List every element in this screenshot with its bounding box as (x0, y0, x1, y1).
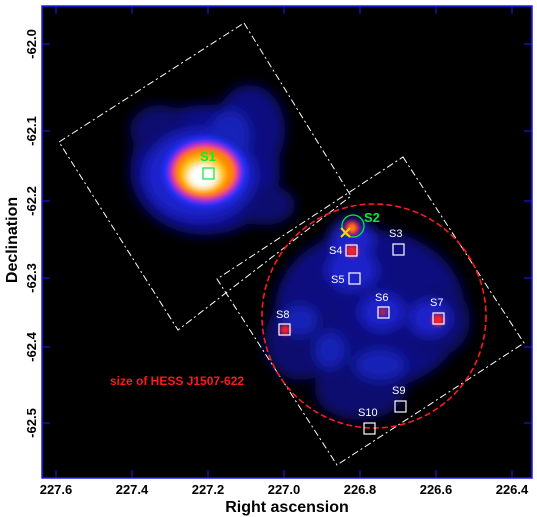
x-tick-label: 227.4 (116, 482, 149, 497)
source-label: S4 (329, 245, 342, 257)
source-s4: S4 (329, 244, 358, 257)
source-marker (394, 400, 407, 413)
source-marker (432, 312, 445, 325)
x-tick-label: 227.0 (268, 482, 301, 497)
source-label: S6 (375, 292, 388, 304)
hess-extent-circle (261, 203, 487, 429)
cross-marker (340, 227, 351, 238)
x-tick-label: 226.6 (420, 482, 453, 497)
x-axis: 227.6 227.4 227.2 227.0 226.8 226.6 226.… (40, 6, 529, 516)
source-s7: S7 (430, 297, 445, 325)
source-marker (392, 243, 405, 256)
source-marker (348, 272, 361, 285)
y-tick-label: -62.2 (24, 186, 39, 216)
source-marker (363, 422, 376, 435)
source-s3: S3 (389, 228, 405, 256)
source-s5: S5 (331, 272, 361, 286)
source-label: S1 (200, 149, 216, 164)
x-tick-label: 227.6 (40, 482, 73, 497)
fov-outline-2 (216, 156, 525, 466)
source-s8: S8 (276, 309, 291, 336)
hess-label: size of HESS J1507-622 (110, 374, 244, 388)
fov-outline-1 (58, 22, 352, 331)
emission-s1-core (163, 137, 247, 207)
plot-background (42, 6, 532, 478)
y-tick-label: -62.5 (24, 408, 39, 438)
source-marker (345, 244, 358, 257)
x-tick-label: 226.4 (496, 482, 529, 497)
source-marker (278, 323, 291, 336)
source-s9: S9 (392, 385, 407, 413)
y-axis-title: Declination (4, 197, 21, 283)
y-tick-label: -62.1 (24, 116, 39, 146)
source-s1: S1 (200, 149, 216, 180)
emission-hotspots (280, 221, 444, 335)
y-tick-label: -62.4 (24, 331, 39, 361)
source-label: S10 (358, 407, 378, 419)
source-marker (341, 214, 365, 238)
x-tick-label: 227.2 (192, 482, 225, 497)
source-s10: S10 (358, 407, 378, 435)
x-axis-title: Right ascension (225, 499, 349, 516)
source-label: S3 (389, 228, 402, 240)
plot-frame (41, 5, 533, 479)
source-marker (202, 167, 215, 180)
y-tick-label: -62.3 (24, 263, 39, 293)
source-label: S8 (276, 309, 289, 321)
emission-field-2 (265, 218, 470, 420)
y-axis: -62.0 -62.1 -62.2 -62.3 -62.4 -62.5 Decl… (4, 29, 532, 438)
source-s2: S2 (341, 210, 380, 238)
source-s6: S6 (375, 292, 390, 319)
source-label: S5 (331, 274, 344, 286)
source-label: S9 (392, 385, 405, 397)
source-label: S7 (430, 297, 443, 309)
y-tick-label: -62.0 (24, 29, 39, 59)
x-tick-label: 226.8 (344, 482, 377, 497)
source-marker (377, 306, 390, 319)
source-label: S2 (364, 210, 380, 225)
